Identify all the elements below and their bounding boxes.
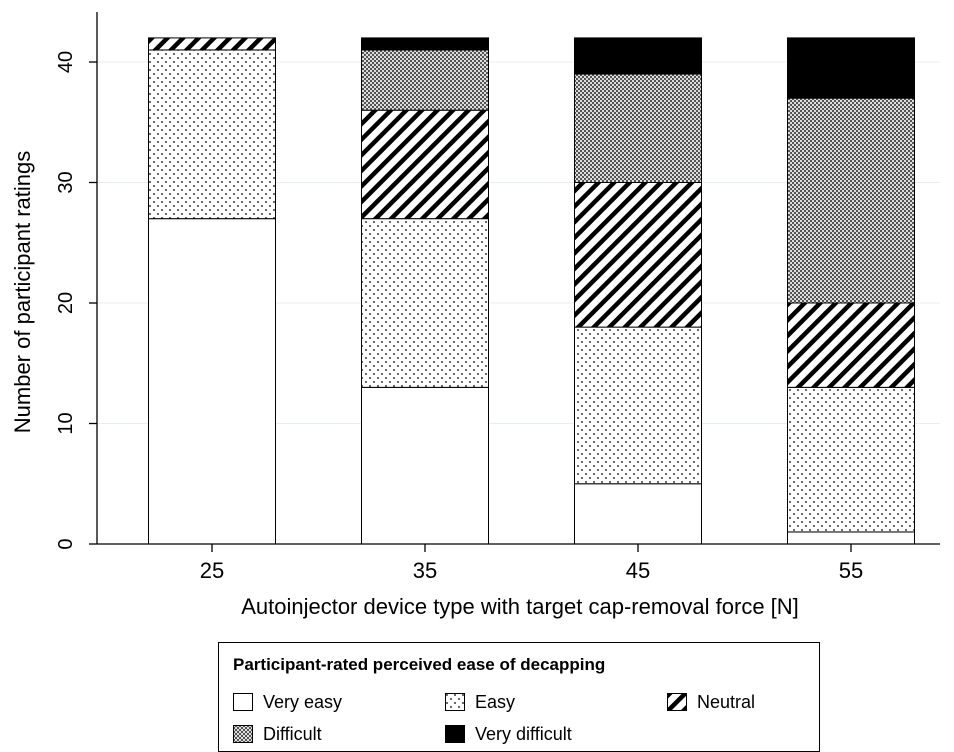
bar-segment-very-easy (574, 483, 702, 545)
y-tick-label: 10 (55, 412, 77, 434)
legend-item-very-difficult: Very difficult (445, 723, 572, 745)
x-tick-label: 55 (839, 558, 863, 583)
very-difficult-swatch (445, 725, 465, 743)
legend-label: Easy (475, 691, 516, 712)
bar-segment-difficult (787, 97, 915, 304)
y-tick-label: 20 (55, 292, 77, 314)
bar-segment-difficult (361, 49, 489, 111)
y-axis-label: Number of participant ratings (10, 151, 35, 433)
difficult-swatch (233, 725, 253, 743)
y-tick-label: 40 (55, 51, 77, 73)
bar-segment-very-difficult (574, 37, 702, 75)
y-tick-label: 0 (55, 538, 77, 549)
x-tick-label: 35 (413, 558, 437, 583)
bar-segment-neutral (148, 37, 276, 51)
legend-label: Neutral (697, 691, 756, 712)
bars (148, 37, 915, 545)
x-tick-label: 25 (200, 558, 224, 583)
bar-segment-very-difficult (787, 37, 915, 99)
x-tick-label: 45 (626, 558, 650, 583)
legend-title: Participant-rated perceived ease of deca… (233, 655, 606, 674)
legend-item-easy: Easy (445, 691, 515, 713)
x-axis-label: Autoinjector device type with target cap… (241, 594, 799, 619)
bar-segment-easy (574, 326, 702, 485)
legend: Participant-rated perceived ease of deca… (218, 642, 820, 752)
bar-segment-neutral (574, 182, 702, 328)
axes: 0 10 20 30 40 25 35 45 55 (55, 12, 940, 583)
y-tick-label: 30 (55, 171, 77, 193)
legend-label: Very easy (263, 691, 343, 712)
bar-segment-easy (787, 386, 915, 533)
bar-segment-neutral (361, 109, 489, 220)
legend-item-neutral: Neutral (667, 691, 755, 713)
bar-segment-very-difficult (361, 37, 489, 51)
stacked-bar-chart: 0 10 20 30 40 25 35 45 55 Number of participant … (10, 12, 940, 619)
bar-segment-neutral (787, 302, 915, 388)
bar-segment-very-easy (148, 218, 276, 545)
bar-segment-difficult (574, 73, 702, 183)
bar-segment-very-easy (787, 531, 915, 545)
easy-swatch (445, 693, 465, 711)
bar-segment-easy (148, 49, 276, 220)
bar-segment-very-easy (361, 386, 489, 545)
legend-label: Difficult (263, 723, 322, 744)
neutral-swatch (667, 693, 687, 711)
legend-item-very-easy: Very easy (233, 691, 342, 713)
legend-label: Very difficult (475, 723, 572, 744)
legend-item-difficult: Difficult (233, 723, 322, 745)
very-easy-swatch (233, 693, 253, 711)
bar-segment-easy (361, 218, 489, 388)
